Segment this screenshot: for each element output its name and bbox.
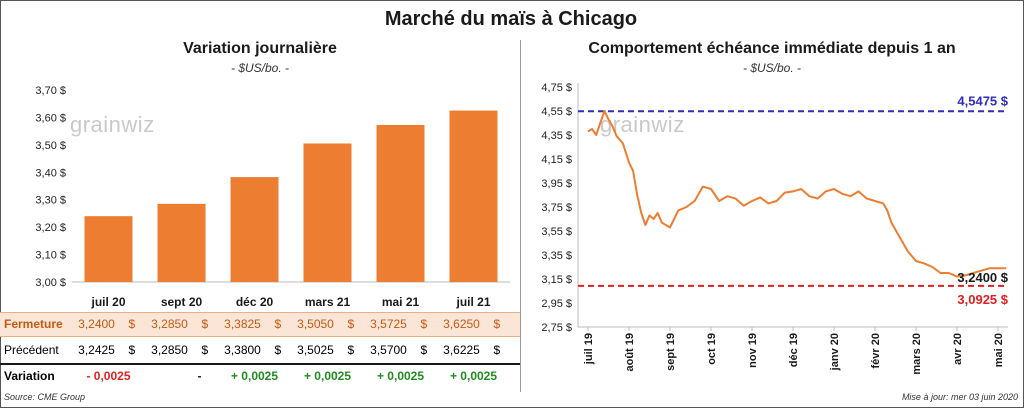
line-y-tick-label: 4,75 $ [541, 82, 572, 94]
table-cell: 3,6225 [443, 343, 480, 357]
currency-symbol: $ [201, 343, 209, 357]
line-x-tick-label: avr 20 [952, 333, 964, 365]
bar-y-tick-label: 3,60 $ [35, 112, 66, 124]
table-cell: 3,5725 [370, 317, 407, 331]
line-x-tick-label: déc 19 [788, 333, 800, 367]
table-cell: 3,2850 [151, 343, 188, 357]
table-cell: 3,5025 [297, 343, 334, 357]
line-x-tick-label: nov 19 [747, 333, 759, 368]
bar-y-tick-label: 3,70 $ [35, 85, 66, 97]
bar-category-label: mars 21 [305, 295, 351, 309]
watermark-logo-right: grainwiz [600, 112, 685, 137]
currency-symbol: $ [493, 317, 501, 331]
fermeture-row-background [0, 312, 520, 336]
line-y-tick-label: 3,15 $ [541, 274, 572, 286]
table-border-middle [0, 336, 520, 337]
line-y-tick-label: 3,55 $ [541, 226, 572, 238]
bar-6 [449, 110, 498, 282]
currency-symbol: $ [347, 317, 355, 331]
table-border-top [0, 312, 520, 313]
line-y-tick-label: 4,35 $ [541, 130, 572, 142]
currency-symbol: $ [420, 343, 428, 357]
bar-3 [230, 177, 279, 282]
bar-y-tick-label: 3,10 $ [35, 250, 66, 262]
table-cell: 3,3825 [224, 317, 261, 331]
watermark-logo-left: grainwiz [70, 112, 155, 137]
table-row: Variation - 0,0025 - + 0,0025 + 0,0025 + 0,00… [0, 364, 520, 388]
currency-symbol: $ [128, 317, 136, 331]
line-x-tick-label: mars 20 [911, 333, 923, 375]
table-cell: + 0,0025 [303, 369, 352, 383]
last-value-label: 3,2400 $ [957, 270, 1008, 285]
bar-4 [303, 143, 352, 282]
update-note: Mise à jour: mer 03 juin 2020 [901, 392, 1018, 402]
table-cell: 3,2850 [151, 317, 188, 331]
line-x-tick-label: juil 19 [583, 333, 595, 365]
table-cell: + 0,0025 [376, 369, 425, 383]
line-y-tick-label: 2,75 $ [541, 322, 572, 334]
table-border-bottom [0, 363, 520, 365]
table-cell: + 0,0025 [230, 369, 279, 383]
currency-symbol: $ [493, 343, 501, 357]
bar-y-tick-label: 3,00 $ [35, 277, 66, 289]
page-title: Marché du maïs à Chicago [384, 8, 638, 30]
row-label: Précédent [4, 343, 59, 357]
table-cell: 3,6250 [443, 317, 480, 331]
right-panel-title: Comportement échéance immédiate depuis 1… [588, 40, 956, 57]
bar-5 [376, 124, 425, 282]
right-panel-subtitle: - $US/bo. - [742, 61, 802, 75]
bar-category-label: déc 20 [236, 295, 274, 309]
row-label: Fermeture [4, 317, 63, 331]
left-panel-subtitle: - $US/bo. - [230, 61, 290, 75]
line-y-tick-label: 3,95 $ [541, 178, 572, 190]
currency-symbol: $ [274, 343, 282, 357]
table-cell: 3,3800 [224, 343, 261, 357]
bar-category-label: juil 20 [90, 295, 125, 309]
table-cell: - 0,0025 [86, 369, 131, 383]
line-x-tick-label: févr 20 [870, 333, 882, 368]
line-y-tick-label: 2,95 $ [541, 298, 572, 310]
bar-category-label: sept 20 [161, 295, 203, 309]
bar-1 [84, 216, 133, 282]
table-cell: - [197, 369, 202, 383]
left-panel-title: Variation journalière [183, 40, 337, 57]
table-cell: 3,5700 [370, 343, 407, 357]
line-x-tick-label: mai 20 [993, 333, 1005, 367]
panel-divider [520, 40, 521, 392]
table-cell: 3,2400 [78, 317, 115, 331]
bar-y-tick-label: 3,50 $ [35, 140, 66, 152]
row-label: Variation [4, 369, 55, 383]
bar-chart: 3,00 $ 3,10 $ 3,20 $ 3,30 $ 3,40 $ 3,50 $ 3,60… [35, 85, 510, 309]
low-reference-label: 3,0925 $ [957, 292, 1008, 307]
line-y-tick-label: 4,15 $ [541, 154, 572, 166]
line-y-tick-label: 3,75 $ [541, 202, 572, 214]
table-cell: + 0,0025 [449, 369, 498, 383]
bar-category-label: mai 21 [382, 295, 420, 309]
high-reference-label: 4,5475 $ [957, 93, 1008, 108]
currency-symbol: $ [201, 317, 209, 331]
currency-symbol: $ [420, 317, 428, 331]
line-y-tick-label: 4,55 $ [541, 106, 572, 118]
currency-symbol: $ [274, 317, 282, 331]
line-y-tick-label: 3,35 $ [541, 250, 572, 262]
line-x-tick-label: sept 19 [665, 333, 677, 371]
line-x-tick-label: août 19 [624, 333, 636, 372]
table-cell: 3,2425 [78, 343, 115, 357]
currency-symbol: $ [128, 343, 136, 357]
bar-category-label: juil 21 [455, 295, 490, 309]
source-note: Source: CME Group [4, 392, 86, 402]
bar-2 [157, 203, 206, 282]
price-series-line [587, 110, 1007, 278]
table-row: Précédent $3,2425 $3,2850 $3,3800 $3,5025 $3,… [0, 338, 520, 362]
line-x-tick-label: oct 19 [706, 333, 718, 365]
currency-symbol: $ [347, 343, 355, 357]
bar-y-tick-label: 3,40 $ [35, 167, 66, 179]
bar-y-tick-label: 3,20 $ [35, 222, 66, 234]
table-row: Fermeture $3,2400 $3,2850 $3,3825 $3,5050 $3,… [0, 312, 520, 336]
bar-y-tick-label: 3,30 $ [35, 195, 66, 207]
line-x-tick-label: janv 20 [829, 333, 841, 371]
table-cell: 3,5050 [297, 317, 334, 331]
